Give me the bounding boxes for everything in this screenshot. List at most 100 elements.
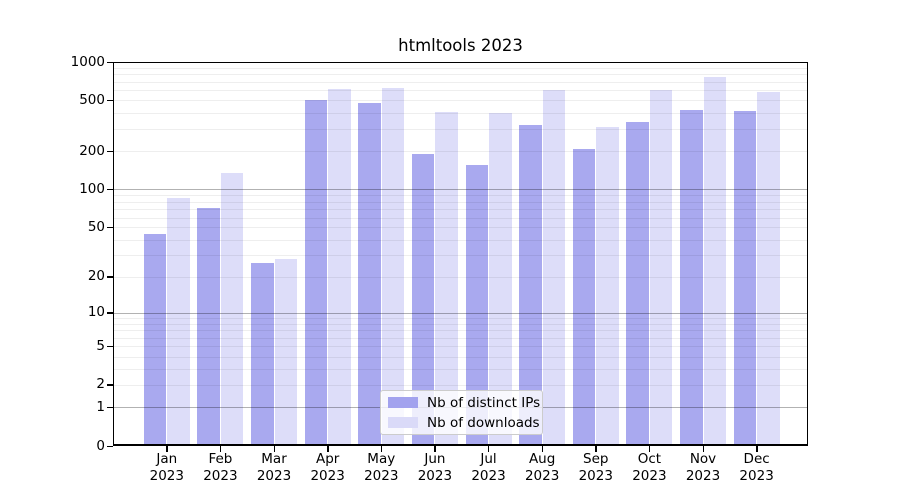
y-tick-mark bbox=[107, 99, 113, 102]
gridline-minor bbox=[113, 227, 808, 229]
y-tick-mark bbox=[107, 226, 113, 229]
y-tick-label: 500 bbox=[79, 91, 105, 108]
x-tick-label: Oct 2023 bbox=[632, 451, 667, 484]
gridline-minor bbox=[113, 255, 808, 257]
gridline-minor bbox=[113, 67, 808, 69]
gridline-minor bbox=[113, 81, 808, 83]
x-tick-label: Sep 2023 bbox=[578, 451, 613, 484]
plot-bottom-spine bbox=[113, 444, 808, 446]
y-tick-mark bbox=[107, 384, 113, 386]
x-tick-label: Feb 2023 bbox=[203, 451, 238, 484]
x-tick-mark bbox=[595, 446, 597, 452]
bar-distinct-ips bbox=[197, 207, 220, 446]
gridline-minor bbox=[113, 239, 808, 241]
bar-downloads bbox=[489, 112, 512, 446]
y-tick-mark bbox=[107, 345, 113, 348]
y-axis-spine bbox=[113, 62, 115, 446]
x-tick-mark bbox=[541, 446, 544, 452]
gridline-minor bbox=[113, 368, 808, 370]
bar-distinct-ips bbox=[411, 154, 435, 446]
bar-distinct-ips bbox=[358, 103, 381, 446]
gridline-minor bbox=[113, 151, 808, 153]
gridline-minor bbox=[113, 90, 808, 92]
y-tick-label: 100 bbox=[79, 180, 105, 197]
x-tick-label: May 2023 bbox=[364, 451, 399, 484]
y-tick-label: 0 bbox=[96, 437, 105, 454]
legend: Nb of distinct IPs Nb of downloads bbox=[380, 390, 543, 435]
bar-downloads bbox=[435, 112, 458, 446]
bar-downloads bbox=[542, 89, 566, 446]
x-tick-label: Apr 2023 bbox=[310, 451, 345, 484]
gridline-minor bbox=[113, 209, 808, 211]
bar-distinct-ips bbox=[143, 234, 167, 446]
bar-downloads bbox=[757, 92, 780, 446]
y-tick-mark bbox=[107, 188, 113, 191]
y-tick-label: 1000 bbox=[70, 53, 105, 70]
legend-item-distinct-ips: Nb of distinct IPs bbox=[388, 395, 540, 411]
y-tick-mark bbox=[107, 445, 113, 447]
gridline-minor bbox=[113, 330, 808, 332]
x-tick-label: Mar 2023 bbox=[256, 451, 292, 484]
y-tick-label: 50 bbox=[87, 218, 105, 235]
gridline-minor bbox=[113, 100, 808, 102]
bar-distinct-ips bbox=[680, 110, 703, 446]
x-tick-mark bbox=[702, 446, 704, 452]
y-tick-label: 1 bbox=[96, 398, 105, 415]
bar-downloads bbox=[703, 77, 726, 446]
gridline-minor bbox=[113, 384, 808, 386]
y-tick-mark bbox=[107, 276, 113, 278]
gridline-minor bbox=[113, 337, 808, 339]
gridline-major bbox=[113, 312, 808, 314]
plot-area bbox=[113, 62, 808, 446]
bar-downloads bbox=[167, 197, 190, 446]
x-tick-label: Nov 2023 bbox=[685, 451, 721, 484]
gridline-minor bbox=[113, 112, 808, 114]
x-tick-mark bbox=[488, 446, 490, 452]
gridline-minor bbox=[113, 346, 808, 348]
gridline-minor bbox=[113, 201, 808, 203]
x-tick-label: Dec 2023 bbox=[739, 451, 774, 484]
gridline-minor bbox=[113, 74, 808, 76]
bar-downloads bbox=[328, 89, 351, 446]
legend-label-distinct-ips: Nb of distinct IPs bbox=[427, 394, 541, 411]
x-tick-mark bbox=[648, 446, 651, 452]
y-tick-label: 10 bbox=[87, 304, 105, 321]
x-tick-label: Jun 2023 bbox=[417, 451, 453, 484]
x-tick-label: Aug 2023 bbox=[524, 451, 560, 484]
x-tick-mark bbox=[380, 446, 383, 452]
bar-distinct-ips bbox=[733, 111, 757, 446]
bar-distinct-ips bbox=[626, 121, 649, 446]
y-tick-mark bbox=[107, 406, 113, 409]
bar-downloads bbox=[220, 172, 244, 446]
x-tick-mark bbox=[327, 446, 329, 452]
gridline-minor bbox=[113, 323, 808, 325]
y-tick-label: 2 bbox=[96, 376, 105, 393]
x-tick-mark bbox=[756, 446, 758, 452]
bar-downloads bbox=[596, 126, 619, 446]
gridline-minor bbox=[113, 128, 808, 130]
gridline-minor bbox=[113, 356, 808, 358]
x-tick-label: Jan 2023 bbox=[149, 451, 184, 484]
bar-distinct-ips bbox=[572, 148, 596, 446]
plot-right-spine bbox=[806, 62, 808, 446]
legend-label-downloads: Nb of downloads bbox=[427, 414, 540, 431]
gridline-minor bbox=[113, 318, 808, 320]
plot-top-spine bbox=[113, 62, 808, 64]
legend-swatch-downloads bbox=[388, 417, 418, 428]
gridline-minor bbox=[113, 195, 808, 197]
bar-distinct-ips bbox=[519, 125, 542, 446]
gridline-minor bbox=[113, 217, 808, 219]
bar-downloads bbox=[381, 88, 405, 446]
x-tick-mark bbox=[219, 446, 222, 452]
legend-swatch-distinct-ips bbox=[388, 397, 418, 408]
bar-distinct-ips bbox=[251, 262, 274, 446]
y-tick-label: 5 bbox=[96, 337, 105, 354]
y-tick-mark bbox=[107, 312, 113, 314]
chart-title: htmltools 2023 bbox=[398, 36, 523, 55]
x-tick-mark bbox=[434, 446, 436, 452]
y-tick-mark bbox=[107, 61, 113, 63]
x-tick-label: Jul 2023 bbox=[471, 451, 506, 484]
legend-item-downloads: Nb of downloads bbox=[388, 415, 540, 431]
x-tick-mark bbox=[166, 446, 168, 452]
